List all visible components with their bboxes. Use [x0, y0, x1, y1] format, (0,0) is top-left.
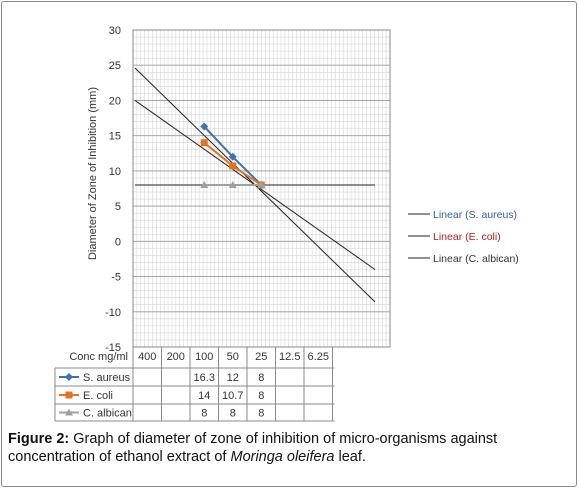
line-chart: -15 -10 -5 0 5 10 15 20 25 30 Diameter of Zone of … — [54, 25, 519, 422]
y-tick-label: -15 — [105, 342, 121, 354]
table-legend-marker — [65, 391, 73, 399]
data-label: 8 — [230, 408, 236, 420]
caption-species: Moringa oleifera — [230, 449, 335, 465]
legend-label: Linear (E. coli) — [433, 231, 501, 243]
x-category-label: 200 — [167, 351, 185, 363]
data-point-diamond — [200, 122, 209, 131]
caption-text: Graph of diameter of zone of inhibition … — [8, 431, 498, 465]
x-category-label: 25 — [255, 351, 267, 363]
y-tick-label: 0 — [115, 236, 121, 248]
y-tick-label: 25 — [109, 60, 121, 72]
y-tick-label: -5 — [111, 272, 121, 284]
series-name: C. albican — [83, 408, 132, 420]
x-category-label: 6.25 — [308, 351, 329, 363]
data-label: 14 — [198, 390, 210, 402]
data-label: 16.3 — [194, 372, 215, 384]
data-label: 8 — [258, 372, 264, 384]
data-point-triangle — [200, 180, 209, 188]
y-tick-label: 30 — [109, 25, 121, 37]
y-tick-label: 5 — [115, 201, 121, 213]
data-label: 12 — [227, 372, 239, 384]
legend-label: Linear (S. aureus) — [433, 209, 517, 221]
figure-label: Figure 2: — [8, 431, 70, 447]
data-point-triangle — [228, 180, 237, 188]
caption-text-end: leaf. — [334, 449, 366, 465]
table-legend-marker — [65, 373, 73, 381]
x-category-label: 12.5 — [279, 351, 300, 363]
y-tick-label: 20 — [109, 95, 121, 107]
x-category-label: 50 — [227, 351, 239, 363]
table-header-label: Conc mg/ml — [69, 351, 128, 363]
data-label: 10.7 — [222, 390, 243, 402]
x-category-label: 100 — [195, 351, 213, 363]
y-axis-title: Diameter of Zone of Inhibition (mm) — [87, 87, 99, 260]
y-tick-label: -10 — [105, 307, 121, 319]
series-name: S. aureus — [83, 372, 131, 384]
data-label: 8 — [258, 408, 264, 420]
data-label: 8 — [258, 390, 264, 402]
figure-caption: Figure 2: Graph of diameter of zone of i… — [8, 430, 568, 466]
data-label: 8 — [201, 408, 207, 420]
series-name: E. coli — [83, 390, 113, 402]
x-category-label: 400 — [138, 351, 156, 363]
y-tick-label: 10 — [109, 166, 121, 178]
table-legend-marker — [65, 408, 73, 416]
data-point-triangle — [257, 180, 266, 188]
y-tick-label: 15 — [109, 131, 121, 143]
data-point-square — [200, 139, 208, 147]
legend-label: Linear (C. albican) — [433, 253, 519, 265]
data-point-square — [229, 162, 237, 170]
data-point-diamond — [228, 152, 237, 161]
